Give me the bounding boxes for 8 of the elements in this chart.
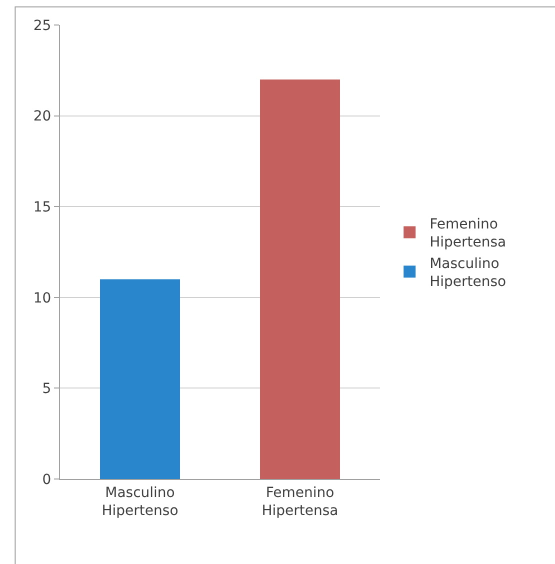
legend-label: Femenino Hipertensa [430, 216, 506, 251]
y-tick-label: 20 [33, 108, 52, 125]
y-tick-label: 15 [33, 200, 52, 216]
y-tick-label: 10 [33, 290, 52, 306]
legend-label: Masculino Hipertenso [430, 256, 506, 290]
y-tick-label: 25 [33, 18, 52, 34]
y-tick-label: 5 [42, 381, 52, 398]
y-tick-label: 0 [42, 472, 52, 488]
